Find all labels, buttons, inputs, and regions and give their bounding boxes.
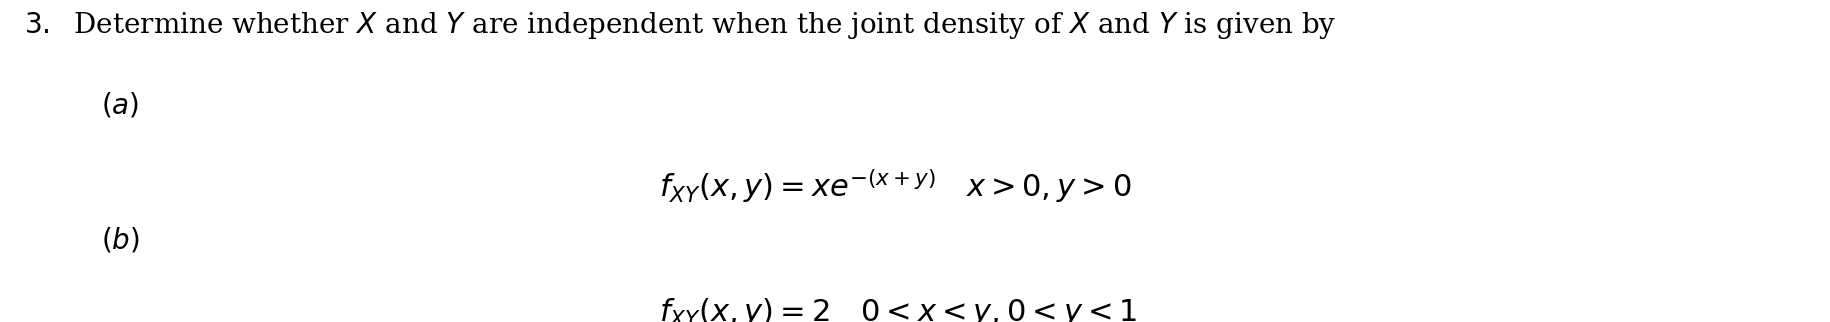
Text: $f_{XY}(x,y) = xe^{-(x+y)} \quad x > 0, y > 0$: $f_{XY}(x,y) = xe^{-(x+y)} \quad x > 0, …	[659, 167, 1131, 205]
Text: $3.$  Determine whether $X$ and $Y$ are independent when the joint density of $X: $3.$ Determine whether $X$ and $Y$ are i…	[24, 10, 1336, 41]
Text: $(b)$: $(b)$	[101, 225, 139, 254]
Text: $(a)$: $(a)$	[101, 90, 139, 119]
Text: $f_{XY}(x,y) = 2 \quad 0 < x < y, 0 < y < 1$: $f_{XY}(x,y) = 2 \quad 0 < x < y, 0 < y …	[659, 296, 1136, 322]
